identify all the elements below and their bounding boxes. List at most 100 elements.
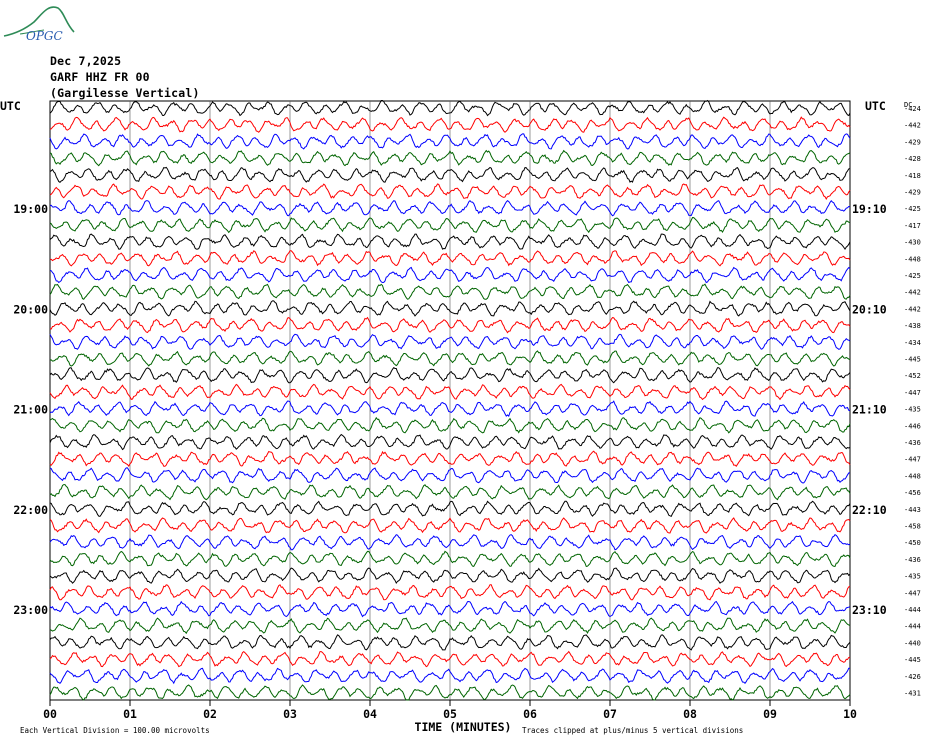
dc-offset-label: -447 (904, 456, 921, 464)
dc-offset-label: -444 (904, 623, 921, 631)
seismic-trace (49, 133, 851, 150)
dc-offset-label: -435 (904, 573, 921, 581)
dc-offset-label: -445 (904, 656, 921, 664)
dc-offset-label: -448 (904, 255, 921, 263)
x-tick-label: 04 (363, 707, 377, 721)
opgc-logo: OPGC (3, 6, 75, 43)
x-tick-label: 07 (603, 707, 617, 721)
dc-offset-label: -442 (904, 289, 921, 297)
dc-offset-label: -445 (904, 356, 921, 364)
seismic-trace (49, 416, 851, 434)
seismic-trace (49, 600, 851, 618)
seismic-trace (49, 283, 851, 300)
x-tick-label: 03 (283, 707, 297, 721)
dc-offset-label: -431 (904, 690, 921, 698)
x-tick-label: 06 (523, 707, 537, 721)
dc-offset-label: -425 (904, 205, 921, 213)
dc-offset-label: -426 (904, 673, 921, 681)
footer-clip-note: Traces clipped at plus/minus 5 vertical … (522, 726, 743, 735)
seismic-trace (49, 684, 851, 701)
seismic-trace (49, 500, 851, 517)
dc-offset-label: -418 (904, 172, 921, 180)
x-tick-label: 00 (43, 707, 57, 721)
dc-offset-label: -435 (904, 406, 921, 414)
seismic-trace (49, 233, 851, 251)
seismic-trace (49, 383, 851, 401)
seismic-trace (49, 217, 851, 234)
dc-offset-label: -448 (904, 472, 921, 480)
dc-offset-label: -447 (904, 389, 921, 397)
seismic-trace (49, 183, 851, 201)
right-axis-label: UTC (865, 99, 886, 113)
seismic-trace (49, 517, 851, 534)
right-time-label: 22:10 (852, 503, 887, 517)
dc-offset-label: -436 (904, 556, 921, 564)
dc-offset-label: -429 (904, 138, 921, 146)
seismic-trace (49, 617, 851, 635)
dc-offset-label: -430 (904, 239, 921, 247)
seismic-trace (49, 484, 851, 501)
dc-offset-label: -428 (904, 155, 921, 163)
dc-offset-label: -447 (904, 589, 921, 597)
seismic-trace (49, 367, 851, 384)
seismic-trace (49, 199, 851, 217)
dc-offset-label: -458 (904, 523, 921, 531)
seismic-trace (49, 650, 851, 668)
seismic-trace (49, 667, 850, 685)
x-tick-label: 08 (683, 707, 697, 721)
dc-offset-label: -444 (904, 606, 921, 614)
seismic-trace (49, 567, 851, 585)
seismic-trace (49, 634, 851, 651)
date-label: Dec 7,2025 (50, 54, 122, 68)
x-tick-label: 01 (123, 707, 137, 721)
seismic-trace (49, 99, 851, 117)
x-tick-label: 10 (843, 707, 857, 721)
footer-scale-note: Each Vertical Division = 100.00 microvol… (20, 726, 210, 735)
seismic-trace (49, 166, 851, 183)
dc-offset-label: -450 (904, 539, 921, 547)
right-time-label: 19:10 (852, 202, 887, 216)
seismic-trace (49, 266, 851, 284)
dc-offset-label: -417 (904, 222, 921, 230)
seismic-trace (49, 450, 851, 467)
seismic-trace (49, 333, 851, 350)
location-label: (Gargilesse Vertical) (50, 86, 200, 100)
seismic-trace (49, 467, 851, 484)
dc-offset-label: -436 (904, 439, 921, 447)
dc-offset-label: -442 (904, 305, 921, 313)
left-time-label: 20:00 (13, 302, 48, 316)
left-time-label: 21:00 (13, 403, 48, 417)
seismic-trace (49, 300, 851, 317)
right-time-label: 21:10 (852, 403, 887, 417)
seismic-trace (49, 250, 851, 267)
dc-offset-label: -442 (904, 122, 921, 130)
dc-offset-label: -438 (904, 322, 921, 330)
seismic-trace (49, 584, 851, 601)
right-time-label: 23:10 (852, 603, 887, 617)
x-tick-label: 09 (763, 707, 777, 721)
dc-offset-label: -452 (904, 372, 921, 380)
left-axis-label: UTC (0, 99, 21, 113)
seismic-trace (49, 316, 851, 334)
dc-offset-label: -425 (904, 272, 921, 280)
seismic-trace (49, 149, 851, 167)
dc-offset-label: -440 (904, 639, 921, 647)
seismic-trace (49, 116, 851, 133)
seismic-trace (49, 350, 851, 367)
logo-text: OPGC (26, 29, 63, 43)
dc-offset-label: -443 (904, 506, 921, 514)
x-axis-title: TIME (MINUTES) (415, 720, 512, 734)
dc-offset-label: -424 (904, 105, 921, 113)
left-time-label: 22:00 (13, 503, 48, 517)
x-tick-label: 05 (443, 707, 457, 721)
seismic-trace (49, 400, 851, 417)
seismic-trace (49, 534, 851, 551)
left-time-label: 23:00 (13, 603, 48, 617)
dc-offset-label: -446 (904, 422, 921, 430)
dc-offset-label: -434 (904, 339, 921, 347)
logo-mountain-icon (3, 6, 75, 37)
seismic-trace (49, 550, 851, 567)
left-time-label: 19:00 (13, 202, 48, 216)
dc-offset-label: -456 (904, 489, 921, 497)
